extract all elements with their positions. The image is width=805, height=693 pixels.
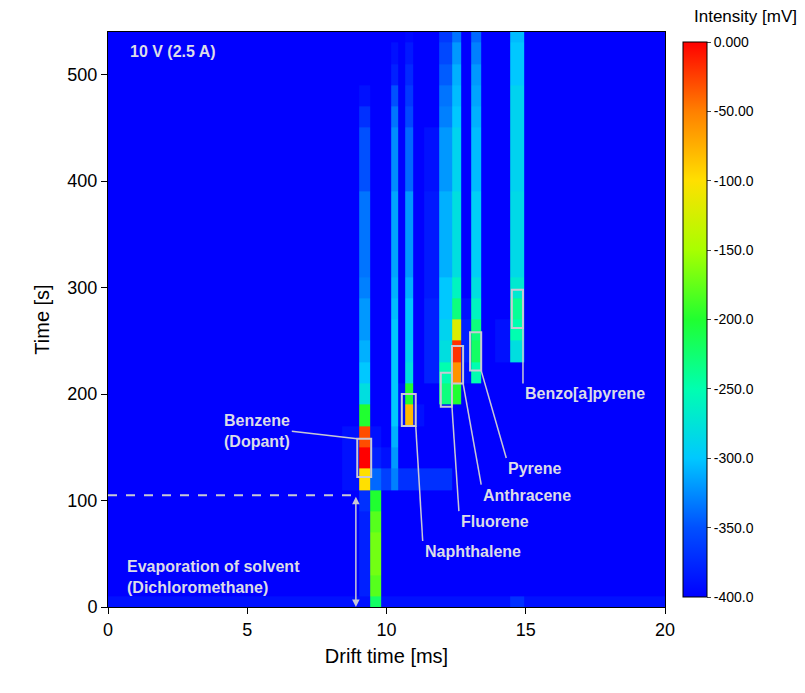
svg-text:-250.0: -250.0 [714, 381, 754, 397]
svg-text:-350.0: -350.0 [714, 520, 754, 536]
svg-text:-100.0: -100.0 [714, 173, 754, 189]
svg-text:Benzene(Dopant): Benzene(Dopant) [224, 412, 290, 450]
svg-text:Naphthalene: Naphthalene [425, 543, 521, 560]
svg-text:100: 100 [67, 491, 97, 511]
svg-text:10: 10 [376, 620, 396, 640]
svg-text:300: 300 [67, 278, 97, 298]
svg-text:Evaporation of solvent(Dichlor: Evaporation of solvent(Dichloromethane) [127, 558, 300, 596]
svg-text:-50.00: -50.00 [714, 103, 754, 119]
svg-text:0.000: 0.000 [714, 34, 749, 50]
svg-text:Fluorene: Fluorene [461, 513, 529, 530]
svg-text:200: 200 [67, 384, 97, 404]
svg-text:Pyrene: Pyrene [508, 460, 561, 477]
svg-text:10 V (2.5 A): 10 V (2.5 A) [130, 43, 216, 60]
svg-text:0: 0 [87, 597, 97, 617]
svg-text:-300.0: -300.0 [714, 450, 754, 466]
svg-text:-150.0: -150.0 [714, 242, 754, 258]
svg-text:-400.0: -400.0 [714, 589, 754, 605]
svg-text:400: 400 [67, 171, 97, 191]
svg-text:Benzo[a]pyrene: Benzo[a]pyrene [525, 385, 645, 402]
svg-text:20: 20 [655, 620, 675, 640]
svg-text:5: 5 [242, 620, 252, 640]
svg-text:-200.0: -200.0 [714, 311, 754, 327]
svg-text:Intensity [mV]: Intensity [mV] [694, 7, 797, 26]
svg-text:Time [s]: Time [s] [31, 284, 53, 354]
svg-text:Anthracene: Anthracene [483, 487, 571, 504]
svg-text:15: 15 [516, 620, 536, 640]
svg-text:500: 500 [67, 65, 97, 85]
svg-text:0: 0 [103, 620, 113, 640]
svg-text:Drift time [ms]: Drift time [ms] [325, 645, 448, 667]
